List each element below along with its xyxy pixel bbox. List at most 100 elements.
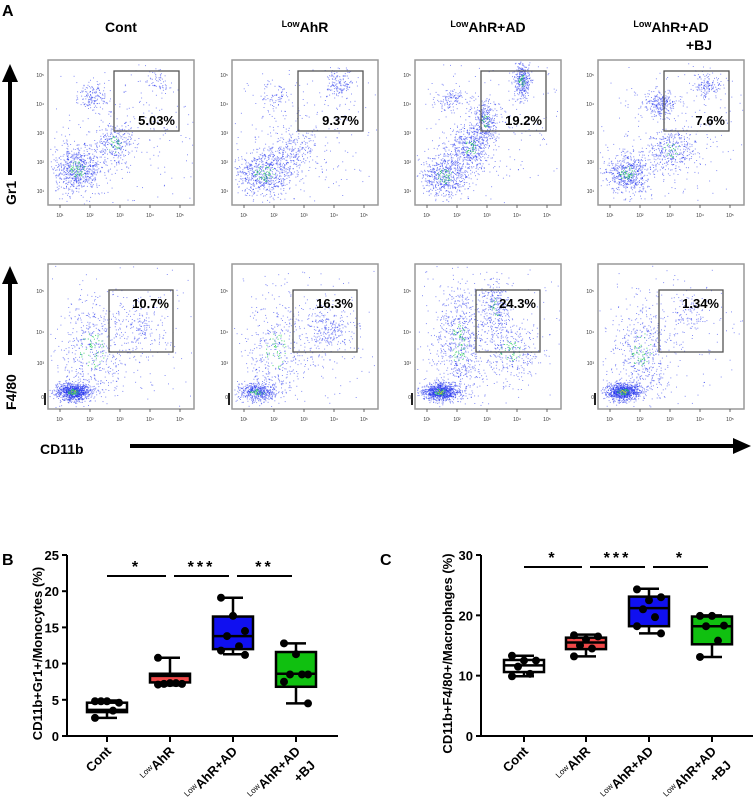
event-dot xyxy=(247,395,249,397)
event-dot xyxy=(287,148,289,150)
event-dot xyxy=(270,162,272,164)
event-dot xyxy=(68,388,70,389)
event-dot xyxy=(51,166,53,168)
event-dot xyxy=(96,87,98,89)
event-dot xyxy=(347,71,349,73)
event-dot xyxy=(270,161,272,163)
event-dot xyxy=(314,134,316,136)
event-dot xyxy=(258,171,260,173)
event-dot xyxy=(336,86,338,88)
event-dot xyxy=(62,388,64,390)
event-dot xyxy=(269,177,271,179)
event-dot xyxy=(247,170,249,172)
event-dot xyxy=(302,178,304,180)
event-dot xyxy=(82,167,84,169)
event-dot xyxy=(296,173,298,175)
event-dot xyxy=(342,89,344,91)
event-dot xyxy=(76,181,77,183)
event-dot xyxy=(106,291,108,293)
event-dot xyxy=(152,121,154,123)
event-dot xyxy=(333,93,335,95)
event-dot xyxy=(78,399,80,400)
event-dot xyxy=(129,143,131,145)
event-dot xyxy=(270,83,272,85)
event-dot xyxy=(99,106,101,108)
event-dot xyxy=(191,162,193,164)
event-dot xyxy=(139,328,140,330)
event-dot xyxy=(121,336,123,337)
event-dot xyxy=(264,158,265,160)
event-dot xyxy=(278,101,280,103)
event-dot xyxy=(80,361,82,363)
event-dot xyxy=(84,385,86,387)
x-tick-label: 10⁴ xyxy=(146,417,154,423)
event-dot xyxy=(86,391,88,393)
event-dot xyxy=(64,135,66,137)
event-dot xyxy=(61,393,63,394)
event-dot xyxy=(285,151,287,153)
event-dot xyxy=(290,387,292,389)
event-dot xyxy=(66,155,68,157)
event-dot xyxy=(114,316,116,318)
event-dot xyxy=(126,326,127,328)
event-dot xyxy=(263,388,265,390)
event-dot xyxy=(93,397,95,399)
event-dot xyxy=(119,305,121,307)
event-dot xyxy=(151,384,153,386)
event-dot xyxy=(75,188,77,189)
event-dot xyxy=(89,165,91,167)
event-dot xyxy=(55,180,57,182)
event-dot xyxy=(92,351,93,353)
event-dot xyxy=(273,199,275,201)
event-dot xyxy=(125,319,127,321)
event-dot xyxy=(275,159,277,161)
event-dot xyxy=(263,154,265,156)
event-dot xyxy=(247,387,249,389)
event-dot xyxy=(302,156,303,157)
event-dot xyxy=(76,174,78,176)
event-dot xyxy=(273,110,275,112)
event-dot xyxy=(245,161,247,163)
event-dot xyxy=(255,393,257,395)
event-dot xyxy=(98,193,100,195)
event-dot xyxy=(95,296,97,298)
event-dot xyxy=(96,324,98,326)
event-dot xyxy=(287,156,288,158)
event-dot xyxy=(258,186,260,188)
event-dot xyxy=(123,149,124,151)
event-dot xyxy=(255,173,257,175)
event-dot xyxy=(90,346,92,348)
event-dot xyxy=(296,157,298,159)
event-dot xyxy=(96,185,98,187)
event-dot xyxy=(268,180,270,182)
event-dot xyxy=(327,85,329,87)
event-dot xyxy=(290,143,292,145)
event-dot xyxy=(257,392,259,394)
event-dot xyxy=(67,382,69,384)
event-dot xyxy=(254,175,256,177)
event-dot xyxy=(264,398,266,399)
event-dot xyxy=(113,157,115,159)
event-dot xyxy=(78,174,80,176)
event-dot xyxy=(73,400,75,402)
event-dot xyxy=(66,170,68,172)
y-tick-label: 10⁴ xyxy=(220,102,228,108)
event-dot xyxy=(246,178,247,180)
event-dot xyxy=(238,157,239,159)
event-dot xyxy=(246,192,248,194)
event-dot xyxy=(332,93,334,95)
event-dot xyxy=(99,162,101,163)
event-dot xyxy=(285,115,287,117)
event-dot xyxy=(78,191,80,193)
event-dot xyxy=(239,398,240,400)
event-dot xyxy=(137,328,139,330)
event-dot xyxy=(117,142,118,144)
event-dot xyxy=(331,84,333,86)
event-dot xyxy=(278,180,280,182)
event-dot xyxy=(105,389,107,391)
event-dot xyxy=(272,164,273,166)
event-dot xyxy=(245,388,247,390)
event-dot xyxy=(88,405,89,406)
event-dot xyxy=(282,152,284,153)
event-dot xyxy=(93,102,95,104)
